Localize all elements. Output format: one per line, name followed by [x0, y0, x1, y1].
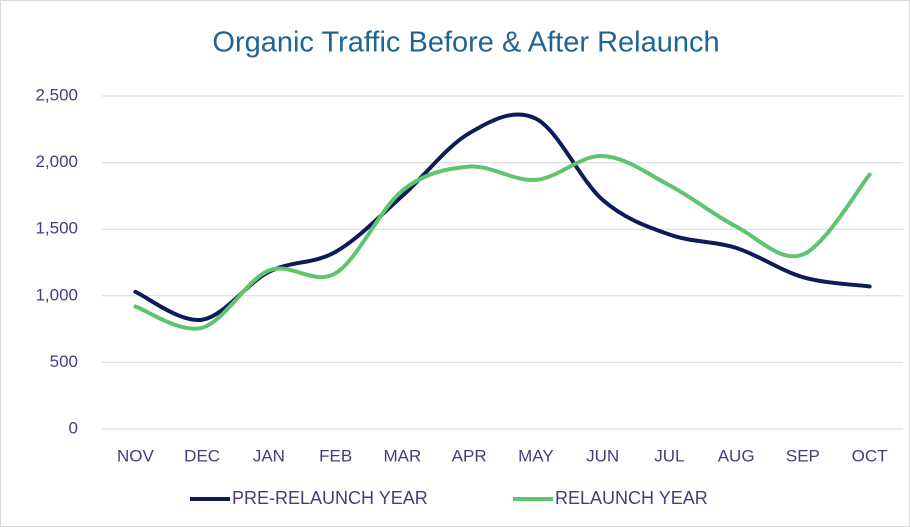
- y-tick-label: 1,500: [35, 219, 78, 238]
- x-tick-label: JUN: [586, 446, 619, 465]
- y-tick-label: 0: [69, 418, 78, 437]
- y-tick-label: 500: [50, 352, 78, 371]
- x-tick-label: OCT: [852, 446, 888, 465]
- series-line: [133, 153, 872, 331]
- x-tick-label: DEC: [184, 446, 220, 465]
- x-tick-label: MAR: [383, 446, 421, 465]
- x-tick-label: MAY: [518, 446, 554, 465]
- x-tick-label: FEB: [319, 446, 352, 465]
- x-tick-label: AUG: [718, 446, 755, 465]
- x-tick-label: SEP: [786, 446, 820, 465]
- y-tick-label: 2,000: [35, 152, 78, 171]
- x-tick-label: JUL: [654, 446, 684, 465]
- legend-label: RELAUNCH YEAR: [555, 488, 708, 508]
- x-tick-label: JAN: [253, 446, 285, 465]
- legend-label: PRE-RELAUNCH YEAR: [232, 488, 428, 508]
- x-tick-label: APR: [452, 446, 487, 465]
- x-tick-label: NOV: [117, 446, 155, 465]
- y-tick-label: 2,500: [35, 85, 78, 104]
- chart-title: Organic Traffic Before & After Relaunch: [212, 27, 719, 59]
- y-tick-label: 1,000: [35, 285, 78, 304]
